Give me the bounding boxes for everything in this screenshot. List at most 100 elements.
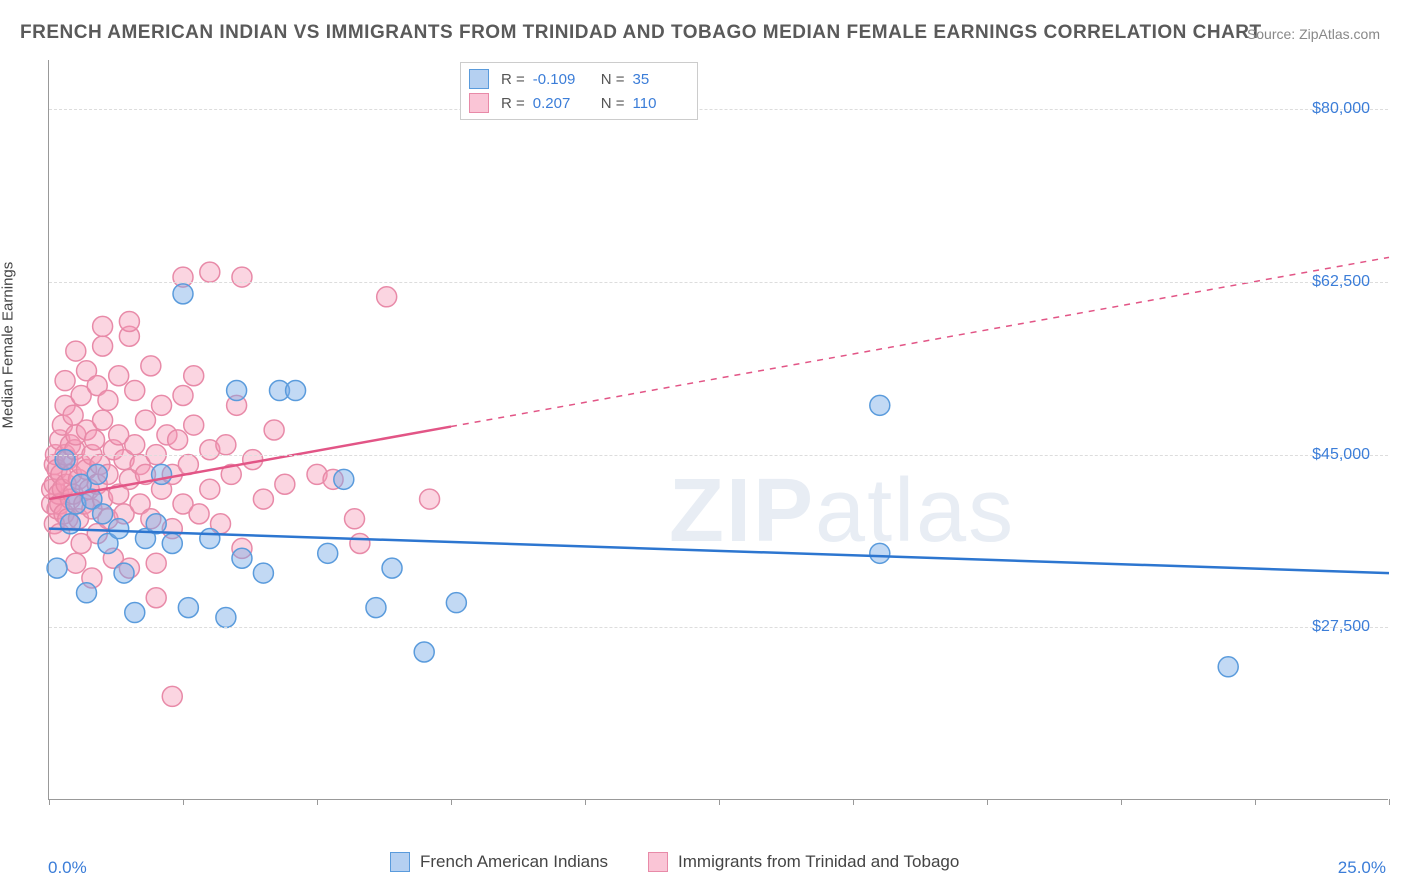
plot-area: ZIPatlas $27,500$45,000$62,500$80,000 [48,60,1388,800]
y-tick-label: $80,000 [1312,100,1370,118]
x-tick [183,799,184,805]
stat-r-value: -0.109 [533,71,589,88]
x-tick [1121,799,1122,805]
legend-label: French American Indians [420,852,608,872]
data-point [232,548,252,568]
legend-swatch-pink [469,93,489,113]
data-point [162,533,182,553]
data-point [173,284,193,304]
gridline [49,282,1388,283]
data-point [85,430,105,450]
legend-swatch-blue [469,69,489,89]
data-point [377,287,397,307]
y-axis-title: Median Female Earnings [0,262,17,429]
legend-stats-row: R = 0.207 N = 110 [469,91,689,115]
data-point [98,390,118,410]
data-point [870,395,890,415]
x-axis-max-label: 25.0% [1338,858,1386,878]
data-point [93,316,113,336]
data-point [446,593,466,613]
data-point [334,469,354,489]
data-point [200,262,220,282]
data-point [216,607,236,627]
gridline [49,627,1388,628]
legend-label: Immigrants from Trinidad and Tobago [678,852,959,872]
data-point [350,533,370,553]
data-point [178,598,198,618]
data-point [109,519,129,539]
stat-n-value: 110 [633,95,689,112]
data-point [125,435,145,455]
data-point [109,366,129,386]
data-point [253,563,273,583]
data-point [264,420,284,440]
legend-bottom: French American Indians Immigrants from … [390,852,959,872]
data-point [1218,657,1238,677]
data-point [200,479,220,499]
data-point [870,543,890,563]
data-point [318,543,338,563]
data-point [47,558,67,578]
data-point [366,598,386,618]
source-label: Source: ZipAtlas.com [1247,26,1380,42]
gridline [49,455,1388,456]
data-point [275,474,295,494]
data-point [146,514,166,534]
data-point [232,267,252,287]
gridline [49,109,1388,110]
legend-swatch-blue [390,852,410,872]
x-tick [451,799,452,805]
legend-item: French American Indians [390,852,608,872]
x-tick [1389,799,1390,805]
x-tick [987,799,988,805]
data-point [420,489,440,509]
stat-r-label: R = [501,95,525,112]
scatter-svg [49,60,1389,800]
data-point [66,553,86,573]
y-tick-label: $45,000 [1312,446,1370,464]
data-point [93,336,113,356]
stat-n-label: N = [601,95,625,112]
data-point [152,464,172,484]
data-point [93,504,113,524]
data-point [227,381,247,401]
stat-n-label: N = [601,71,625,88]
legend-stats: R = -0.109 N = 35 R = 0.207 N = 110 [460,62,698,120]
x-axis-min-label: 0.0% [48,858,87,878]
data-point [168,430,188,450]
data-point [414,642,434,662]
y-tick-label: $62,500 [1312,273,1370,291]
data-point [162,686,182,706]
data-point [146,588,166,608]
data-point [55,450,75,470]
data-point [345,509,365,529]
x-tick [1255,799,1256,805]
data-point [87,464,107,484]
data-point [66,341,86,361]
x-tick [317,799,318,805]
data-point [135,410,155,430]
data-point [152,395,172,415]
data-point [55,371,75,391]
data-point [189,504,209,524]
chart-container: FRENCH AMERICAN INDIAN VS IMMIGRANTS FRO… [0,0,1406,892]
data-point [125,603,145,623]
data-point [93,410,113,430]
y-tick-label: $27,500 [1312,618,1370,636]
data-point [173,385,193,405]
data-point [216,435,236,455]
x-tick [585,799,586,805]
stat-r-value: 0.207 [533,95,589,112]
data-point [141,356,161,376]
legend-stats-row: R = -0.109 N = 35 [469,67,689,91]
data-point [243,450,263,470]
stat-n-value: 35 [633,71,689,88]
data-point [184,366,204,386]
data-point [382,558,402,578]
stat-r-label: R = [501,71,525,88]
x-tick [49,799,50,805]
data-point [200,529,220,549]
x-tick [719,799,720,805]
x-tick [853,799,854,805]
data-point [253,489,273,509]
